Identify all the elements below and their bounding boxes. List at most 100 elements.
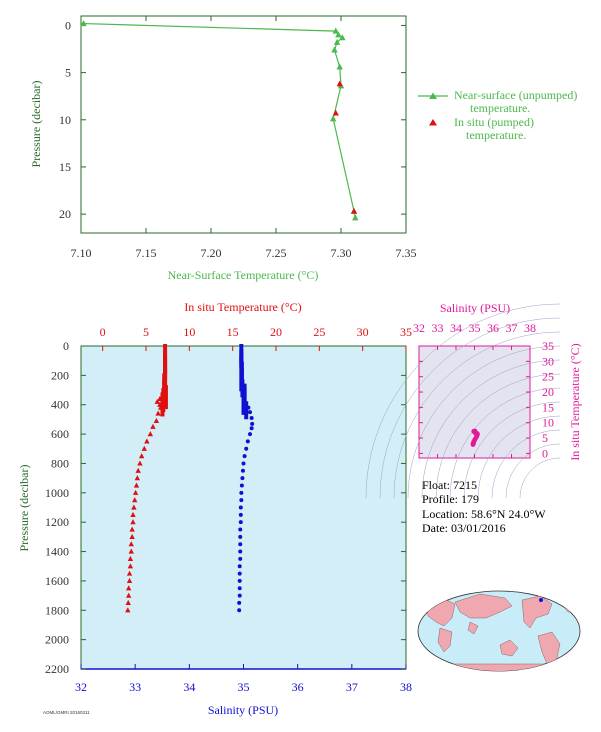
- near-surface-x-tick-label: 7.15: [136, 246, 157, 260]
- temperature-point: [137, 460, 143, 466]
- ts-y-tick-label: 20: [542, 385, 554, 399]
- salinity-point: [240, 468, 245, 473]
- salinity-point: [237, 586, 242, 591]
- salinity-x-ticks: 32 33 34 35 36 37 38: [75, 664, 412, 694]
- pressure-tick-label: 0: [63, 339, 69, 353]
- pressure-tick-label: 200: [51, 368, 69, 382]
- salinity-tick-label: 32: [75, 680, 87, 694]
- salinity-axis-label: Salinity (PSU): [208, 703, 278, 717]
- temperature-point: [130, 511, 136, 517]
- pressure-y-ticks: 0 200 400 600 800 1000 1200 1400 1600 1800 2000 220…: [45, 339, 406, 676]
- salinity-point: [249, 415, 254, 420]
- pressure-tick-label: 1400: [45, 545, 69, 559]
- float-info: Float: 7215 Profile: 179 Location: 58.6°…: [422, 478, 546, 535]
- legend-near-surface-line2: temperature.: [470, 101, 530, 115]
- ts-x-tick-label: 36: [487, 321, 499, 335]
- temperature-point: [125, 585, 132, 591]
- date-text: Date: 03/01/2016: [422, 521, 506, 535]
- legend-in-situ-line1: In situ (pumped): [454, 115, 534, 129]
- pressure-tick-label: 400: [51, 398, 69, 412]
- near-surface-legend: Near-surface (unpumped) temperature. In …: [418, 88, 577, 142]
- near-surface-point: [333, 38, 341, 45]
- temperature-tick-label: 15: [227, 325, 239, 339]
- density-contour: [435, 373, 561, 499]
- ts-y-tick-label: 0: [542, 446, 548, 460]
- temperature-point: [147, 431, 154, 437]
- in-situ-point: [350, 207, 358, 214]
- near-surface-x-tick-label: 7.35: [396, 246, 417, 260]
- temperature-point: [125, 599, 131, 606]
- salinity-point: [241, 396, 246, 415]
- density-contour: [477, 415, 561, 499]
- near-surface-x-axis-label: Near-Surface Temperature (°C): [168, 268, 319, 282]
- temperature-point: [132, 489, 139, 495]
- ts-x-tick-label: 33: [432, 321, 444, 335]
- density-contour: [491, 429, 561, 499]
- temperature-point: [129, 533, 135, 539]
- near-surface-x-tick-label: 7.25: [266, 246, 287, 260]
- profile-number-text: Profile: 179: [422, 492, 479, 506]
- temperature-point: [157, 401, 163, 407]
- pressure-tick-label: 600: [51, 427, 69, 441]
- ts-y-tick-label: 35: [542, 339, 554, 353]
- near-surface-x-tick-label: 7.10: [71, 246, 92, 260]
- legend-red-triangle-icon: [429, 119, 437, 126]
- temperature-point: [157, 395, 163, 401]
- near-surface-point: [331, 46, 338, 53]
- salinity-point: [238, 542, 243, 547]
- salinity-point: [239, 490, 244, 495]
- salinity-point: [238, 527, 243, 532]
- salinity-point: [237, 608, 242, 613]
- salinity-tick-label: 36: [292, 680, 304, 694]
- salinity-point: [249, 426, 254, 431]
- salinity-point: [237, 564, 242, 569]
- temperature-tick-label: 20: [270, 325, 282, 339]
- salinity-point: [244, 401, 249, 420]
- temperature-point: [163, 385, 168, 410]
- near-surface-point: [329, 115, 337, 122]
- ts-x-tick-label: 37: [506, 321, 518, 335]
- density-contour: [505, 443, 561, 499]
- profile-series: [125, 344, 255, 613]
- salinity-point: [246, 405, 251, 410]
- salinity-point: [237, 571, 242, 576]
- salinity-point: [238, 505, 243, 510]
- float-location-marker: [539, 598, 543, 602]
- temperature-point: [132, 497, 138, 503]
- temperature-point: [158, 404, 164, 410]
- ts-x-tick-label: 38: [524, 321, 536, 335]
- near-surface-series: [80, 19, 359, 221]
- near-surface-x-tick-label: 7.30: [331, 246, 352, 260]
- ts-density-contours: [365, 303, 561, 499]
- salinity-tick-label: 35: [238, 680, 250, 694]
- pressure-tick-label: 1800: [45, 603, 69, 617]
- in-situ-point: [336, 80, 343, 87]
- salinity-tick-label: 38: [400, 680, 412, 694]
- ts-y-tick-label: 10: [542, 416, 554, 430]
- salinity-point: [240, 379, 245, 398]
- salinity-tick-label: 37: [346, 680, 358, 694]
- salinity-point: [238, 512, 243, 517]
- map-land: [426, 593, 580, 671]
- temperature-point: [141, 445, 147, 451]
- salinity-point: [242, 454, 247, 459]
- temperature-axis-label: In situ Temperature (°C): [184, 300, 301, 314]
- salinity-point: [245, 439, 250, 444]
- ts-x-tick-label: 34: [450, 321, 462, 335]
- density-contour: [449, 387, 561, 499]
- temperature-tick-label: 35: [400, 325, 412, 339]
- temperature-point: [133, 482, 140, 488]
- temperature-point: [128, 548, 134, 554]
- ts-y-tick-label: 25: [542, 370, 554, 384]
- temperature-point: [153, 417, 160, 423]
- salinity-point: [238, 549, 243, 554]
- temperature-tick-label: 0: [100, 325, 106, 339]
- near-surface-y-tick-label: 5: [65, 66, 71, 80]
- ts-y-tick-label: 5: [542, 431, 548, 445]
- temperature-point: [125, 592, 132, 598]
- temperature-point: [125, 607, 131, 613]
- location-text: Location: 58.6°N 24.0°W: [422, 507, 546, 521]
- near-surface-point: [332, 27, 340, 34]
- temperature-point: [134, 475, 141, 481]
